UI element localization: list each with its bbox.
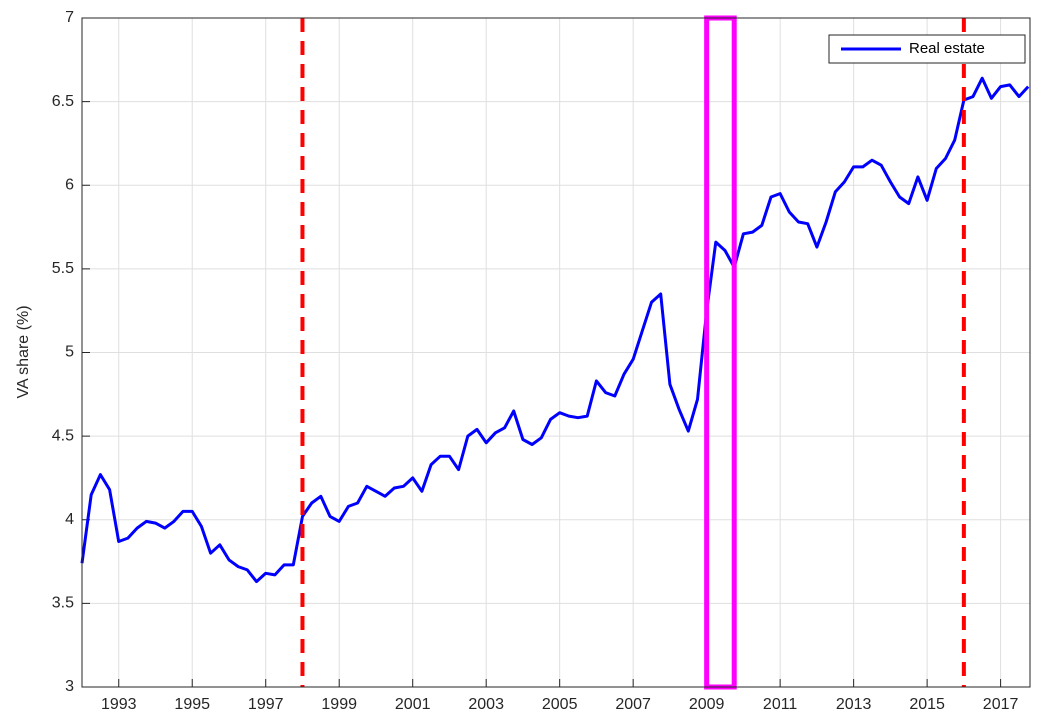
x-tick-label: 2003 [468, 696, 504, 713]
x-tick-label: 1993 [101, 696, 137, 713]
x-tick-label: 1995 [174, 696, 210, 713]
x-tick-label: 2011 [763, 696, 798, 713]
series-line [80, 76, 1030, 584]
y-tick-label: 5.5 [52, 260, 74, 277]
y-tick-label: 5 [65, 344, 74, 361]
x-tick-label: 2001 [395, 696, 431, 713]
y-tick-label: 3.5 [52, 595, 74, 612]
axes-box [81, 17, 1031, 688]
y-tick-label: 4 [65, 511, 74, 528]
x-tick-label: 1997 [248, 696, 284, 713]
x-tick-label: 2009 [689, 696, 725, 713]
y-tick-label: 6.5 [52, 93, 74, 110]
legend-label: Real estate [909, 40, 985, 57]
x-tick-label: 1999 [321, 696, 357, 713]
y-axis-label: VA share (%) [15, 305, 32, 398]
y-tick-label: 3 [65, 678, 74, 695]
x-tick-label: 2017 [983, 696, 1019, 713]
x-tick-label: 2007 [615, 696, 651, 713]
y-tick-label: 7 [65, 9, 74, 26]
x-tick-label: 2005 [542, 696, 578, 713]
y-tick-label: 6 [65, 176, 74, 193]
x-tick-label: 2013 [836, 696, 872, 713]
y-tick-label: 4.5 [52, 427, 74, 444]
x-tick-label: 2015 [909, 696, 945, 713]
